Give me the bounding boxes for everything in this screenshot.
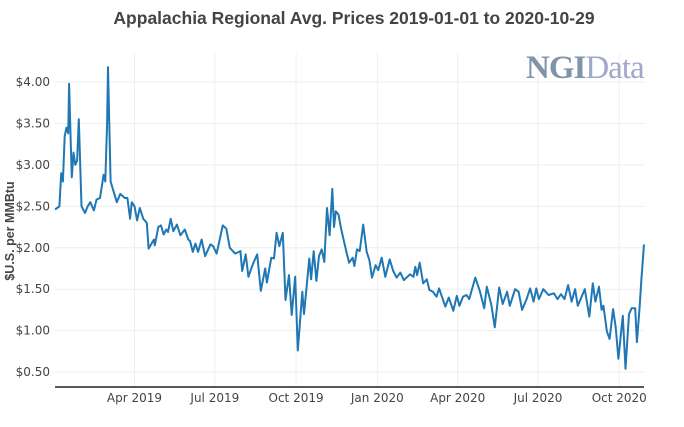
x-tick-label: Apr 2020 <box>430 391 485 405</box>
x-tick-label: Oct 2020 <box>592 391 647 405</box>
x-tick-label: Jul 2020 <box>513 391 563 405</box>
y-tick-label: $1.50 <box>16 282 50 296</box>
ngidata-logo: NGIData <box>526 50 645 86</box>
y-tick-label: $2.00 <box>16 241 50 255</box>
x-tick-label: Jan 2020 <box>350 391 404 405</box>
gridlines <box>55 53 644 387</box>
y-tick-label: $0.50 <box>16 365 50 379</box>
axes: $4.00 $3.50 $3.00 $2.50 $2.00 $1.50 $1.00 $0.50… <box>16 75 647 405</box>
x-tick-label: Jul 2019 <box>189 391 239 405</box>
price-line <box>54 66 645 370</box>
y-tick-label: $3.50 <box>16 116 50 130</box>
price-series <box>54 66 645 370</box>
y-tick-label: $1.00 <box>16 324 50 338</box>
x-tick-label: Oct 2019 <box>269 391 324 405</box>
x-tick-label: Apr 2019 <box>107 391 162 405</box>
y-tick-label: $3.00 <box>16 158 50 172</box>
chart-title: Appalachia Regional Avg. Prices 2019-01-… <box>113 8 595 28</box>
y-tick-label: $2.50 <box>16 199 50 213</box>
y-tick-label: $4.00 <box>16 75 50 89</box>
